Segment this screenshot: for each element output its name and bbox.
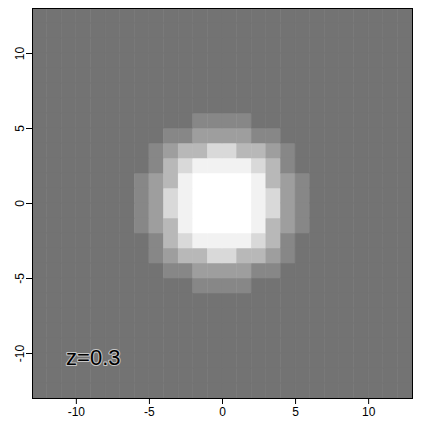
svg-text:5: 5 (292, 405, 299, 419)
svg-text:10: 10 (362, 405, 376, 419)
svg-text:-10: -10 (13, 345, 27, 363)
svg-text:0: 0 (13, 200, 27, 207)
svg-text:5: 5 (13, 125, 27, 132)
svg-text:-5: -5 (144, 405, 155, 419)
svg-text:-5: -5 (13, 273, 27, 284)
svg-text:0: 0 (219, 405, 226, 419)
svg-text:z=0.3: z=0.3 (66, 345, 120, 370)
svg-text:-10: -10 (68, 405, 86, 419)
svg-text:10: 10 (13, 47, 27, 61)
